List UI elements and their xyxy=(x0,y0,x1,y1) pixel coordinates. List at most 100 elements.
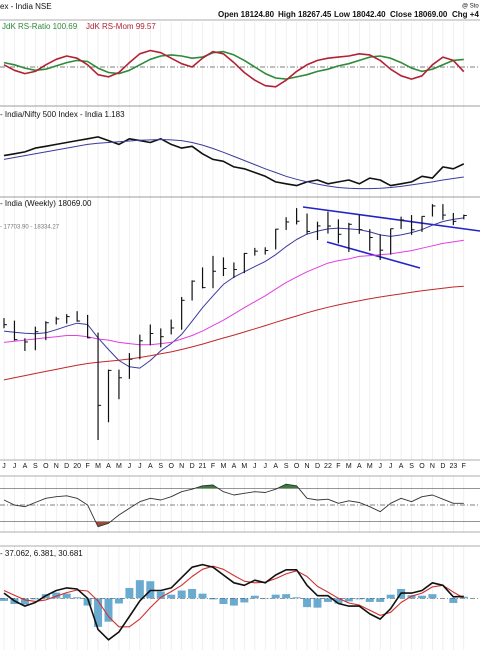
panel-title: - India (Weekly) 18069.00 xyxy=(0,199,92,208)
histogram-bar xyxy=(52,592,61,599)
histogram-bar xyxy=(125,587,134,599)
x-tick-label: A xyxy=(399,463,404,470)
histogram-bar xyxy=(104,598,113,622)
low: Low 18042.40 xyxy=(334,10,386,19)
x-tick-label: D xyxy=(190,463,195,470)
histogram-bar xyxy=(282,594,291,599)
x-tick-label: F xyxy=(462,463,466,470)
close: Close 18069.00 xyxy=(390,10,448,19)
histogram-bar xyxy=(188,588,197,599)
macd-panel xyxy=(0,545,480,547)
x-tick-label: S xyxy=(409,463,414,470)
moving-average xyxy=(3,285,464,381)
x-tick-label: J xyxy=(378,463,382,470)
histogram-bar xyxy=(20,598,29,605)
histogram-bar xyxy=(365,598,374,602)
x-tick-label: A xyxy=(23,463,28,470)
histogram-bar xyxy=(355,598,364,600)
x-tick-label: N xyxy=(179,463,184,470)
ratio-line xyxy=(3,136,465,187)
x-tick-label: A xyxy=(106,463,111,470)
price-panel xyxy=(0,196,480,461)
rs-panel xyxy=(0,19,480,107)
histogram-bar xyxy=(418,595,426,599)
histogram-bar xyxy=(135,580,144,599)
x-tick-label: M xyxy=(221,463,227,470)
histogram-bar xyxy=(0,598,8,601)
histogram-bar xyxy=(428,594,437,599)
header-title: ex - India NSE xyxy=(0,2,52,11)
histogram-bar xyxy=(271,594,280,599)
histogram-bar xyxy=(344,598,353,602)
x-tick-label: J xyxy=(253,463,257,470)
x-tick-label: D xyxy=(64,463,69,470)
bands-label: - 17703.90 - 18334.27 xyxy=(0,225,60,231)
osc-panel xyxy=(0,475,480,533)
legend-entry: JdK RS-Ratio 100.69 xyxy=(2,22,78,31)
x-tick-label: 22 xyxy=(324,463,332,470)
panel-title: - 37.062, 6.381, 30.681 xyxy=(0,549,83,558)
x-tick-label: O xyxy=(294,463,300,470)
histogram-bar xyxy=(376,598,385,602)
x-tick-label: S xyxy=(284,463,289,470)
x-tick-label: 21 xyxy=(199,463,207,470)
x-tick-label: A xyxy=(148,463,153,470)
histogram-bar xyxy=(386,594,395,599)
x-tick-label: J xyxy=(128,463,132,470)
x-tick-label: 20 xyxy=(73,463,81,470)
histogram-bar xyxy=(261,598,270,599)
x-tick-label: A xyxy=(232,463,237,470)
x-tick-label: 23 xyxy=(449,463,457,470)
panel-title: - India/Nifty 500 Index - India 1.183 xyxy=(0,110,125,119)
histogram-bar xyxy=(303,598,312,608)
open: Open 18124.80 xyxy=(218,10,275,19)
x-tick-label: N xyxy=(305,463,310,470)
histogram-bar xyxy=(250,595,259,599)
histogram-bar xyxy=(73,597,82,599)
ratio-line xyxy=(3,139,464,190)
x-tick-label: O xyxy=(419,463,425,470)
x-tick-label: J xyxy=(138,463,142,470)
x-tick-label: A xyxy=(357,463,362,470)
high: High 18267.45 xyxy=(278,10,332,19)
x-tick-label: M xyxy=(367,463,373,470)
histogram-bar xyxy=(83,598,92,606)
histogram-bar xyxy=(219,598,228,605)
x-tick-label: D xyxy=(315,463,320,470)
grid xyxy=(3,22,465,650)
histogram-bar xyxy=(167,594,176,599)
x-tick-label: M xyxy=(346,463,352,470)
macd-line xyxy=(3,563,464,641)
histogram-bar xyxy=(62,593,71,599)
x-tick-label: N xyxy=(54,463,59,470)
histogram-bar xyxy=(313,598,322,608)
signal-line xyxy=(3,565,465,628)
histogram-bar xyxy=(449,598,458,603)
source: @ Sto xyxy=(462,4,479,10)
x-tick-label: D xyxy=(440,463,445,470)
x-tick-label: J xyxy=(264,463,268,470)
x-tick-label: J xyxy=(13,463,17,470)
histogram-bar xyxy=(198,593,207,599)
x-tick-label: M xyxy=(95,463,101,470)
histogram-bar xyxy=(177,590,186,599)
x-tick-label: A xyxy=(273,463,278,470)
x-tick-label: J xyxy=(2,463,6,470)
x-tick-label: M xyxy=(241,463,247,470)
trend-line xyxy=(302,206,480,232)
histogram-bar xyxy=(31,598,40,600)
histogram-bar xyxy=(114,598,123,604)
x-tick-label: F xyxy=(85,463,89,470)
osc-line xyxy=(3,483,464,528)
x-tick-label: F xyxy=(211,463,215,470)
histogram-bar xyxy=(240,598,249,603)
histogram-bar xyxy=(94,598,103,627)
x-tick-label: O xyxy=(168,463,174,470)
legend-entry: JdK RS-Mom 99.57 xyxy=(86,22,156,31)
x-tick-label: J xyxy=(389,463,393,470)
x-tick-label: S xyxy=(158,463,163,470)
histogram-bar xyxy=(229,598,238,606)
histogram-bar xyxy=(334,598,343,604)
rs-line xyxy=(3,49,465,88)
